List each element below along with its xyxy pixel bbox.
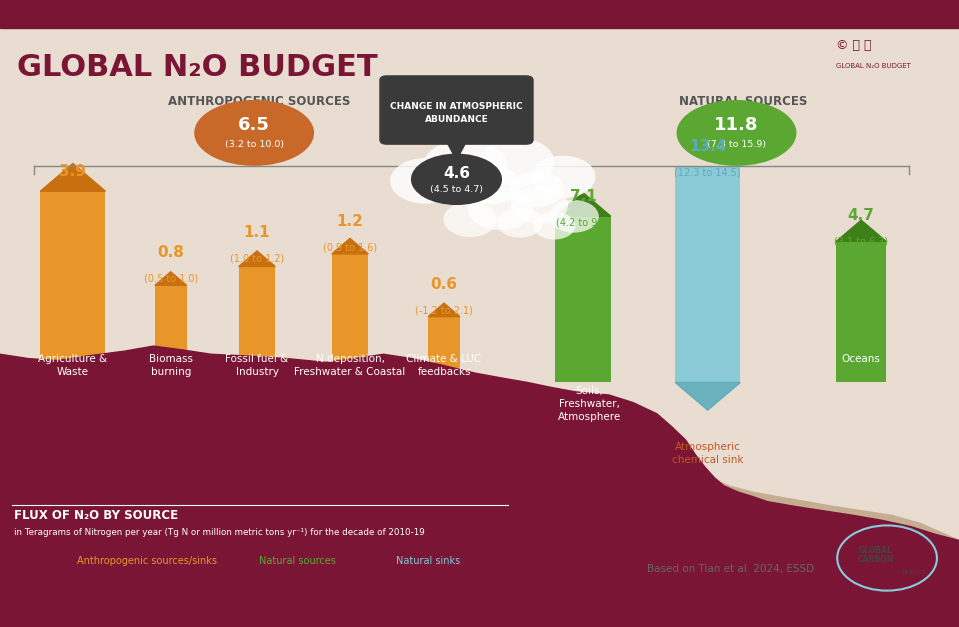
Text: GLOBAL: GLOBAL: [858, 546, 893, 555]
Circle shape: [509, 171, 565, 207]
Bar: [154, 285, 186, 382]
Text: (-1.2 to 2.1): (-1.2 to 2.1): [415, 305, 473, 315]
Text: © ⓘ ⓢ: © ⓘ ⓢ: [836, 39, 872, 51]
Ellipse shape: [410, 154, 503, 205]
Circle shape: [480, 138, 554, 187]
Polygon shape: [675, 382, 740, 410]
Text: Natural sources: Natural sources: [259, 556, 336, 566]
Polygon shape: [239, 251, 275, 266]
Text: Anthropogenic sources/sinks: Anthropogenic sources/sinks: [77, 556, 217, 566]
Polygon shape: [332, 238, 368, 254]
Text: Fossil fuel &
Industry: Fossil fuel & Industry: [225, 354, 289, 377]
Text: CHANGE IN ATMOSPHERIC
ABUNDANCE: CHANGE IN ATMOSPHERIC ABUNDANCE: [390, 102, 523, 124]
Polygon shape: [695, 467, 959, 627]
Text: (12.3 to 14.5): (12.3 to 14.5): [674, 167, 741, 177]
Text: (1.0 to 1.2): (1.0 to 1.2): [230, 253, 284, 263]
Text: FLUX OF N₂O BY SOURCE: FLUX OF N₂O BY SOURCE: [14, 509, 178, 522]
Text: Oceans: Oceans: [842, 354, 880, 364]
Ellipse shape: [677, 100, 797, 166]
Text: in Teragrams of Nitrogen per year (Tg N or million metric tons yr⁻¹) for the dec: in Teragrams of Nitrogen per year (Tg N …: [14, 528, 425, 537]
Polygon shape: [154, 272, 186, 285]
Circle shape: [549, 200, 598, 233]
Text: 1.1: 1.1: [244, 224, 270, 240]
Text: GLOBAL N₂O BUDGET: GLOBAL N₂O BUDGET: [17, 53, 378, 82]
Text: 4.7: 4.7: [848, 208, 875, 223]
Text: GLOBAL N₂O BUDGET: GLOBAL N₂O BUDGET: [836, 63, 911, 69]
FancyBboxPatch shape: [379, 75, 533, 145]
Polygon shape: [0, 346, 959, 627]
Text: 11.8: 11.8: [714, 117, 759, 134]
Text: (3.0 to 5.1): (3.0 to 5.1): [46, 192, 100, 203]
Text: Climate & LUC
feedbacks: Climate & LUC feedbacks: [407, 354, 481, 377]
Text: 7.1: 7.1: [570, 189, 596, 204]
Text: (0.5 to 1.0): (0.5 to 1.0): [144, 274, 198, 284]
Bar: [40, 191, 105, 382]
Bar: [675, 166, 740, 382]
Text: 4.6: 4.6: [443, 166, 470, 181]
Text: 0.6: 0.6: [431, 277, 457, 292]
Text: (4.2 to 9.9): (4.2 to 9.9): [556, 218, 610, 228]
Bar: [332, 254, 368, 382]
Text: (7.3 to 15.9): (7.3 to 15.9): [707, 140, 766, 149]
Polygon shape: [40, 164, 105, 191]
Text: Based on Tian et al. 2024, ESSD: Based on Tian et al. 2024, ESSD: [647, 564, 814, 574]
Text: 1.2: 1.2: [337, 214, 363, 229]
Bar: [429, 317, 460, 382]
Text: ANTHROPOGENIC SOURCES: ANTHROPOGENIC SOURCES: [168, 95, 350, 108]
Bar: [239, 266, 275, 382]
Ellipse shape: [194, 100, 315, 166]
Text: Natural sinks: Natural sinks: [396, 556, 460, 566]
Bar: [0, 0, 959, 28]
Text: (0.9 to 1.6): (0.9 to 1.6): [323, 243, 377, 253]
Text: NATURAL SOURCES: NATURAL SOURCES: [679, 95, 807, 108]
Circle shape: [468, 187, 533, 230]
Text: 0.8: 0.8: [157, 245, 184, 260]
Polygon shape: [445, 139, 468, 160]
Circle shape: [461, 166, 521, 204]
Text: Soils,
Freshwater,
Atmosphere: Soils, Freshwater, Atmosphere: [558, 386, 621, 422]
Text: Agriculture &
Waste: Agriculture & Waste: [38, 354, 107, 377]
Circle shape: [530, 155, 596, 198]
Polygon shape: [555, 192, 611, 216]
Text: 3.9: 3.9: [59, 164, 86, 179]
Text: 6.5: 6.5: [238, 117, 270, 134]
Text: CARBON: CARBON: [857, 555, 894, 564]
Bar: [555, 216, 611, 382]
Circle shape: [443, 202, 497, 237]
Text: (4.5 to 4.7): (4.5 to 4.7): [430, 186, 483, 194]
Circle shape: [423, 139, 507, 195]
Text: Atmospheric
chemical sink: Atmospheric chemical sink: [672, 442, 743, 465]
Text: (3.2 to 10.0): (3.2 to 10.0): [224, 140, 284, 149]
Text: N deposition,
Freshwater & Coastal: N deposition, Freshwater & Coastal: [294, 354, 406, 377]
Polygon shape: [836, 220, 886, 241]
Bar: [836, 241, 886, 382]
Text: project: project: [901, 569, 926, 575]
Circle shape: [497, 208, 543, 238]
Text: (3.1 to 6.3): (3.1 to 6.3): [834, 236, 888, 246]
Polygon shape: [429, 303, 460, 317]
Text: Biomass
burning: Biomass burning: [149, 354, 193, 377]
Circle shape: [510, 186, 568, 224]
Text: 13.4: 13.4: [690, 139, 726, 154]
Circle shape: [390, 158, 460, 204]
Circle shape: [533, 212, 575, 240]
